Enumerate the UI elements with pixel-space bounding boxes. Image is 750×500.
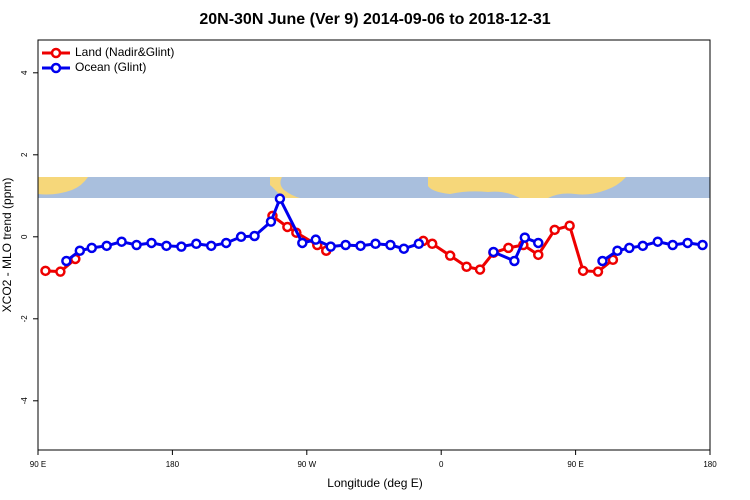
y-tick-label: 4 — [20, 70, 29, 75]
data-point — [474, 264, 486, 275]
x-tick-label: 90 E — [567, 460, 583, 469]
data-point — [370, 238, 381, 250]
data-point — [426, 238, 438, 250]
data-point — [564, 220, 575, 231]
data-point — [667, 239, 678, 251]
chart-title: 20N-30N June (Ver 9) 2014-09-06 to 2018-… — [199, 11, 550, 28]
data-point — [205, 240, 217, 252]
data-point — [637, 240, 649, 252]
y-tick-label: -2 — [20, 315, 29, 323]
data-point — [398, 243, 410, 254]
data-point — [86, 242, 98, 254]
data-point — [652, 236, 663, 247]
y-tick-label: 0 — [20, 234, 29, 239]
x-tick-label: 90 E — [30, 460, 46, 469]
series-line — [422, 223, 614, 274]
data-point — [533, 237, 544, 249]
data-point — [385, 239, 396, 251]
data-point — [488, 246, 499, 258]
data-point — [146, 237, 157, 249]
data-point — [116, 236, 127, 247]
data-point — [310, 234, 322, 245]
x-tick-label: 90 W — [297, 460, 316, 469]
data-point — [176, 241, 187, 252]
data-point — [597, 255, 608, 267]
data-point — [74, 245, 86, 256]
data-point — [697, 239, 708, 251]
data-point — [682, 237, 693, 249]
data-point — [612, 245, 623, 256]
legend-label: Land (Nadir&Glint) — [75, 45, 174, 59]
plot-frame — [37, 39, 711, 451]
x-tick-label: 180 — [166, 460, 180, 469]
data-point — [265, 216, 277, 227]
data-point — [592, 266, 604, 277]
data-point — [461, 261, 472, 272]
x-tick-label: 0 — [439, 460, 444, 469]
data-point — [101, 240, 112, 252]
data-point — [624, 242, 635, 254]
data-point — [519, 232, 531, 243]
data-point — [340, 239, 351, 251]
data-point — [444, 250, 456, 261]
series-line — [65, 194, 420, 263]
data-point — [282, 221, 293, 233]
legend-marker — [50, 47, 62, 59]
data-point — [40, 265, 51, 277]
map-strip — [38, 177, 710, 198]
data-point — [161, 240, 172, 252]
x-tick-label: 180 — [703, 460, 717, 469]
y-axis-label: XCO2 - MLO trend (ppm) — [0, 178, 14, 313]
data-point — [607, 254, 619, 266]
data-point — [509, 255, 520, 267]
data-point — [413, 238, 425, 250]
x-axis-label: Longitude (deg E) — [327, 476, 422, 490]
data-point — [325, 241, 336, 252]
data-point — [131, 239, 142, 251]
data-point — [549, 224, 560, 236]
data-point — [577, 265, 589, 277]
legend-marker — [50, 62, 62, 74]
data-point — [191, 238, 202, 250]
y-tick-label: 2 — [20, 152, 29, 157]
data-point — [249, 230, 260, 242]
data-point — [61, 255, 72, 267]
data-point — [220, 237, 232, 249]
y-tick-label: -4 — [20, 397, 29, 405]
data-point — [55, 266, 66, 277]
data-point — [355, 240, 366, 252]
data-point — [503, 242, 514, 254]
series-line — [492, 235, 539, 263]
legend: Land (Nadir&Glint)Ocean (Glint) — [42, 45, 174, 74]
legend-label: Ocean (Glint) — [75, 60, 146, 74]
data-point — [297, 237, 308, 249]
data-point — [274, 193, 286, 204]
data-point — [533, 249, 544, 261]
data-point — [235, 231, 247, 243]
